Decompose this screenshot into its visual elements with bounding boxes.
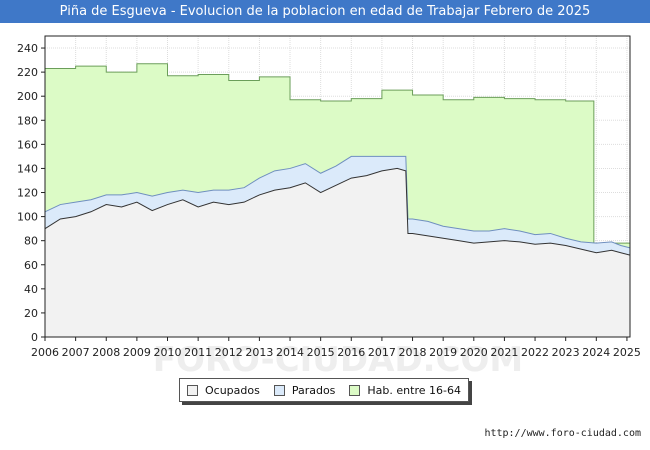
plot-frame [44, 35, 631, 338]
x-tick-label-2015: 2015 [307, 346, 335, 359]
y-tick-label-200: 200 [17, 90, 38, 103]
watermark: FORO-CIUDAD.COM [153, 340, 524, 380]
legend: Ocupados Parados Hab. entre 16-64 [179, 378, 469, 402]
x-tick-label-2022: 2022 [521, 346, 549, 359]
legend-label-ocupados: Ocupados [204, 383, 260, 397]
legend-item-hab: Hab. entre 16-64 [349, 384, 461, 397]
x-tick-label-2014: 2014 [276, 346, 304, 359]
legend-label-hab: Hab. entre 16-64 [367, 383, 461, 397]
y-tick-label-120: 120 [17, 187, 38, 200]
legend-swatch-parados [273, 384, 285, 396]
population-chart: FORO-CIUDAD.COM 0 20 40 60 80 100 120 140 160 180… [17, 35, 641, 380]
y-tick-label-60: 60 [24, 259, 38, 272]
legend-swatch-ocupados [186, 384, 198, 396]
x-tick-label-2012: 2012 [215, 346, 243, 359]
y-tick-label-220: 220 [17, 66, 38, 79]
x-tick-label-2018: 2018 [399, 346, 427, 359]
legend-label-parados: Parados [291, 383, 336, 397]
x-tick-label-2020: 2020 [460, 346, 488, 359]
x-tick-label-2021: 2021 [490, 346, 518, 359]
y-tick-label-180: 180 [17, 114, 38, 127]
y-tick-label-80: 80 [24, 235, 38, 248]
y-tick-label-20: 20 [24, 307, 38, 320]
y-tick-label-100: 100 [17, 211, 38, 224]
x-tick-label-2008: 2008 [92, 346, 120, 359]
x-tick-label-2016: 2016 [337, 346, 365, 359]
x-tick-label-2011: 2011 [184, 346, 212, 359]
x-tick-label-2019: 2019 [429, 346, 457, 359]
x-tick-label-2010: 2010 [154, 346, 182, 359]
chart-title: Piña de Esgueva - Evolucion de la poblac… [0, 0, 650, 23]
y-tick-label-140: 140 [17, 162, 38, 175]
x-tick-label-2009: 2009 [123, 346, 151, 359]
series-parados-area [45, 156, 630, 256]
y-tick-label-0: 0 [31, 331, 38, 344]
x-tick-label-2025: 2025 [613, 346, 641, 359]
y-tick-label-240: 240 [17, 42, 38, 55]
x-tick-label-2023: 2023 [552, 346, 580, 359]
y-tick-label-40: 40 [24, 283, 38, 296]
series-ocupados-line [44, 167, 631, 256]
x-tick-label-2024: 2024 [582, 346, 610, 359]
y-tick-label-160: 160 [17, 138, 38, 151]
x-tick-label-2013: 2013 [245, 346, 273, 359]
series-ocupados-area [45, 168, 630, 337]
x-tick-label-2007: 2007 [62, 346, 90, 359]
x-tick-label-2017: 2017 [368, 346, 396, 359]
legend-swatch-hab [349, 384, 361, 396]
x-tick-label-2006: 2006 [31, 346, 59, 359]
source-link[interactable]: http://www.foro-ciudad.com [484, 428, 641, 439]
legend-item-ocupados: Ocupados [186, 383, 260, 397]
legend-item-parados: Parados [273, 383, 336, 397]
areas [44, 63, 631, 338]
series-parados-line [44, 155, 631, 249]
